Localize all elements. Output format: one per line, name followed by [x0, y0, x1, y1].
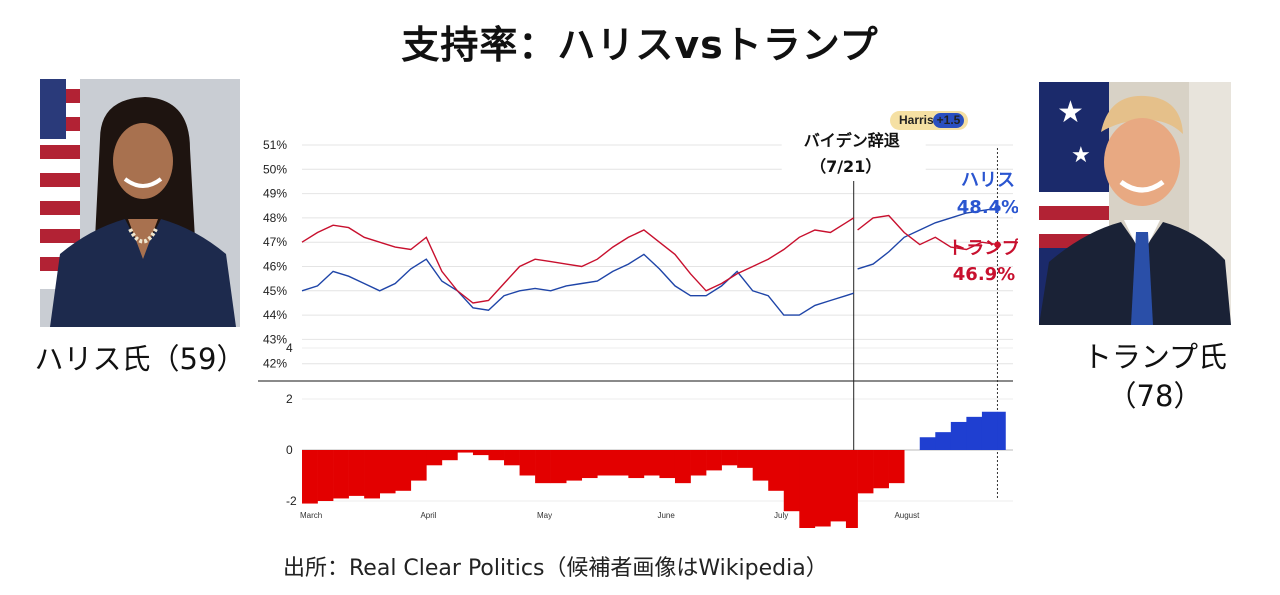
y-tick-label: 42% [263, 357, 287, 371]
spread-bar [919, 437, 936, 450]
y-tick-label: 4 [286, 341, 293, 355]
spread-bar [348, 450, 365, 496]
trump-value-label: 46.9% [953, 264, 1015, 285]
poll-chart: 51%50%49%48%47%46%45%44%43%42%420-2-4Mar… [258, 111, 1018, 528]
y-tick-label: 47% [263, 235, 287, 249]
harris-line [857, 207, 998, 270]
spread-bar [997, 411, 1006, 450]
source-note: 出所：Real Clear Politics（候補者画像はWikipedia） [283, 556, 828, 581]
x-tick-label: April [420, 511, 436, 520]
y-tick-label: 49% [263, 187, 287, 201]
spread-bar [737, 450, 753, 468]
harris-caption: ハリス氏（59） [34, 342, 246, 376]
y-tick-label: -2 [286, 494, 297, 508]
svg-text:★: ★ [1057, 95, 1084, 130]
spread-bar [768, 450, 785, 491]
spread-bar [888, 450, 905, 484]
x-tick-label: June [657, 511, 675, 520]
spread-bar [597, 450, 614, 476]
trump-caption-age: （78） [1107, 379, 1203, 413]
y-tick-label: 2 [286, 392, 293, 406]
spread-bar [814, 450, 831, 527]
withdrawal-date: （7/21） [810, 157, 881, 176]
harris-endpoint [994, 204, 1001, 212]
y-tick-label: 46% [263, 260, 287, 274]
spread-bar [550, 450, 567, 484]
spread-bar [612, 450, 629, 476]
spread-bar [519, 450, 536, 476]
svg-text:★: ★ [1071, 143, 1091, 168]
y-tick-label: 45% [263, 284, 287, 298]
spread-bar [674, 450, 691, 484]
page-title: 支持率：ハリスvsトランプ [401, 23, 879, 67]
y-tick-label: 48% [263, 211, 287, 225]
spread-bar [364, 450, 381, 499]
spread-bar [721, 450, 738, 466]
spread-bar [659, 450, 676, 479]
harris-badge-name: Harris [899, 113, 934, 127]
spread-bar [317, 450, 334, 501]
spread-bar [783, 450, 800, 512]
spread-bar [581, 450, 598, 479]
y-tick-label: 50% [263, 162, 287, 176]
harris-line [301, 253, 854, 316]
x-tick-label: July [774, 511, 788, 520]
spread-bar [935, 432, 952, 450]
harris-value-label: 48.4% [957, 197, 1018, 218]
spread-bar [981, 411, 998, 450]
spread-bar [426, 450, 443, 466]
x-tick-label: May [537, 511, 552, 520]
y-tick-label: 0 [286, 443, 293, 457]
spread-bar [830, 450, 847, 522]
spread-bar [799, 450, 816, 528]
spread-bar [690, 450, 707, 476]
y-tick-label: 43% [263, 332, 287, 346]
spread-bar [966, 416, 983, 450]
harris-photo [40, 79, 240, 327]
spread-bar [643, 450, 660, 476]
harris-series-label: ハリス [961, 170, 1015, 191]
trump-series-label: トランプ [948, 237, 1018, 259]
harris-badge-pill [933, 113, 964, 128]
y-tick-label: 51% [263, 138, 287, 152]
spread-bar [535, 450, 551, 484]
spread-bar [488, 450, 505, 461]
withdrawal-label: バイデン辞退 [804, 131, 900, 150]
spread-bar [628, 450, 645, 479]
spread-bar [395, 450, 412, 491]
spread-bar [566, 450, 583, 481]
annotation-bg [781, 127, 926, 181]
harris-badge-value: +1.5 [937, 113, 961, 127]
trump-photo: ★ ★ [1039, 82, 1231, 325]
x-tick-label: August [894, 511, 920, 520]
spread-bar [857, 450, 874, 494]
spread-bar [950, 421, 967, 450]
x-tick-label: March [300, 511, 322, 520]
y-tick-label: 44% [263, 308, 287, 322]
trump-line [301, 217, 855, 304]
spread-bar [379, 450, 396, 494]
spread-bar [706, 450, 722, 471]
spread-bar [441, 450, 458, 461]
spread-bar [333, 450, 349, 499]
spread-bar [302, 450, 318, 504]
spread-bar [873, 450, 889, 489]
spread-bar [504, 450, 520, 466]
trump-endpoint [994, 241, 1001, 248]
spread-bar [845, 450, 855, 528]
spread-bar [472, 450, 489, 456]
spread-bar [752, 450, 769, 481]
trump-line [857, 214, 998, 251]
trump-caption-name: トランプ氏 [1082, 340, 1228, 374]
spread-bar [410, 450, 427, 481]
spread-bar [457, 450, 474, 453]
spread-bar [853, 450, 858, 528]
